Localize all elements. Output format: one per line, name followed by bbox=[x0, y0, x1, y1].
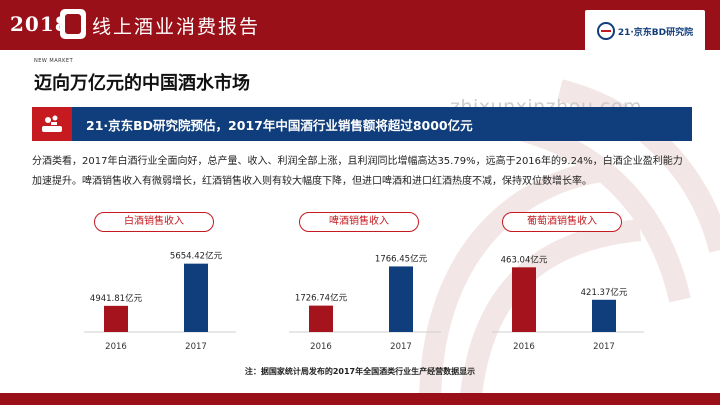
x-tick-label: 2016 bbox=[310, 342, 332, 352]
chart-baijiu: 白酒销售收入 4941.81亿元 2016 5654.42亿元 2017 bbox=[70, 210, 260, 365]
data-label: 5654.42亿元 bbox=[170, 251, 223, 262]
data-label: 463.04亿元 bbox=[501, 254, 548, 265]
page-title: 迈向万亿元的中国酒水市场 bbox=[34, 73, 250, 94]
data-label: 421.37亿元 bbox=[581, 287, 628, 298]
banner-icon-box bbox=[32, 107, 72, 141]
bar bbox=[389, 266, 413, 332]
seal-logo-icon bbox=[60, 9, 86, 39]
report-year: 2018 bbox=[10, 12, 70, 36]
x-tick-label: 2017 bbox=[390, 342, 412, 352]
bar-chart-svg: 463.04亿元 2016 421.37亿元 2017 bbox=[492, 254, 644, 352]
sales-icon bbox=[42, 115, 62, 132]
brand-logo: 21·京东BD研究院 bbox=[585, 10, 705, 52]
x-tick-label: 2016 bbox=[513, 342, 535, 352]
chart-title-pill: 啤酒销售收入 bbox=[299, 212, 419, 232]
chart-beer: 啤酒销售收入 1726.74亿元 2016 1766.45亿元 2017 bbox=[275, 210, 465, 365]
bar bbox=[184, 263, 208, 332]
x-tick-label: 2017 bbox=[593, 342, 615, 352]
report-title: 线上酒业消费报告 bbox=[92, 16, 261, 38]
globe-icon bbox=[596, 22, 615, 40]
footnote: 注：据国家统计局发布的2017年全国酒类行业生产经营数据显示 bbox=[244, 367, 476, 376]
chart-title-pill: 葡萄酒销售收入 bbox=[502, 212, 622, 232]
chart-title-pill: 白酒销售收入 bbox=[94, 212, 214, 232]
bar bbox=[592, 299, 616, 332]
footer-bar bbox=[0, 393, 720, 405]
data-label: 1766.45亿元 bbox=[375, 253, 428, 264]
bar bbox=[104, 305, 128, 332]
bar-chart-svg: 4941.81亿元 2016 5654.42亿元 2017 bbox=[84, 251, 236, 352]
x-tick-label: 2016 bbox=[105, 342, 127, 352]
x-tick-label: 2017 bbox=[185, 342, 207, 352]
section-eyebrow: NEW MARKET bbox=[34, 58, 74, 64]
summary-paragraph: 分酒类看，2017年白酒行业全面向好，总产量、收入、利润全部上涨，且利润同比增幅… bbox=[32, 156, 683, 187]
bar-chart-svg: 1726.74亿元 2016 1766.45亿元 2017 bbox=[289, 253, 441, 352]
bar bbox=[512, 267, 536, 332]
data-label: 1726.74亿元 bbox=[295, 293, 348, 304]
banner-text: 21·京东BD研究院预估，2017年中国酒行业销售额将超过8000亿元 bbox=[86, 117, 473, 133]
brand-logo-text: 21·京东BD研究院 bbox=[617, 27, 694, 38]
headline-banner: 21·京东BD研究院预估，2017年中国酒行业销售额将超过8000亿元 bbox=[32, 107, 692, 141]
bar bbox=[309, 305, 333, 332]
data-label: 4941.81亿元 bbox=[90, 293, 143, 304]
chart-wine: 葡萄酒销售收入 463.04亿元 2016 421.37亿元 2017 bbox=[478, 210, 668, 365]
